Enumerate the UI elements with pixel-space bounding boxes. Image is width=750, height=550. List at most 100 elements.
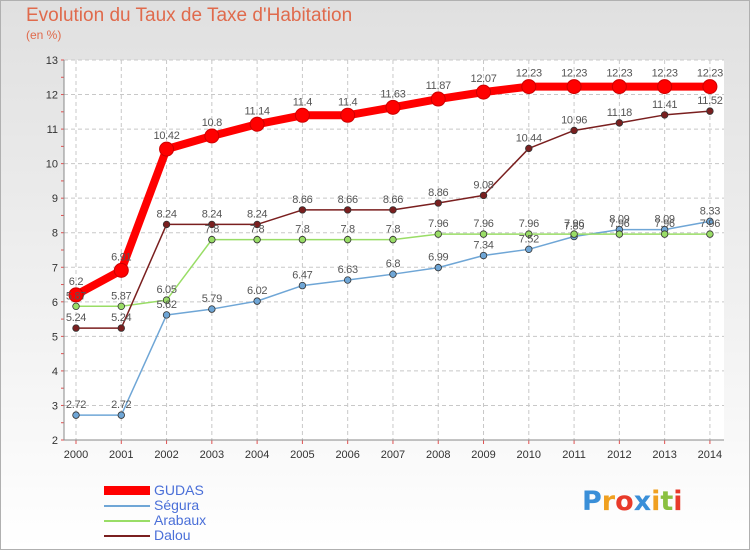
- data-point-dalou: [72, 324, 80, 332]
- data-label-arabaux: 7.96: [655, 218, 675, 230]
- legend-label-dalou: Dalou: [154, 527, 191, 543]
- legend-swatch-gudas: [104, 486, 150, 495]
- data-label-segura: 2.72: [66, 399, 86, 411]
- data-label-arabaux: 7.96: [700, 218, 720, 230]
- data-point-arabaux: [660, 230, 669, 238]
- data-label-segura: 6.8: [386, 258, 401, 270]
- data-label-segura: 7.89: [564, 221, 584, 233]
- data-point-dalou: [253, 220, 261, 229]
- data-label-dalou: 8.66: [383, 194, 403, 206]
- data-label-gudas: 12.23: [561, 68, 587, 80]
- data-point-segura: [479, 251, 488, 260]
- data-label-gudas: 6.2: [69, 276, 84, 288]
- legend-swatch-segura: [104, 505, 150, 507]
- data-point-dalou: [434, 199, 442, 207]
- data-label-arabaux: 6.05: [156, 284, 176, 296]
- data-point-arabaux: [298, 235, 307, 244]
- data-point-gudas: [702, 79, 718, 95]
- data-label-arabaux: 7.96: [473, 218, 493, 230]
- legend-item-dalou: Dalou: [104, 527, 304, 544]
- data-label-segura: 2.72: [111, 399, 131, 411]
- legend-swatch-arabaux: [104, 520, 150, 522]
- data-point-segura: [208, 305, 216, 313]
- data-label-dalou: 8.24: [202, 208, 222, 220]
- data-label-dalou: 5.24: [111, 312, 131, 324]
- x-tick-label: 2001: [109, 449, 133, 461]
- data-label-gudas: 11.63: [380, 88, 405, 100]
- data-point-arabaux: [706, 230, 714, 238]
- data-point-segura: [72, 411, 80, 419]
- x-tick-label: 2013: [652, 449, 676, 461]
- data-label-arabaux: 7.8: [340, 224, 355, 236]
- y-tick-label: 9: [52, 193, 58, 205]
- data-label-gudas: 11.14: [245, 105, 270, 117]
- data-point-gudas: [611, 79, 627, 95]
- data-point-arabaux: [615, 230, 624, 238]
- data-label-gudas: 12.23: [652, 68, 678, 80]
- data-label-dalou: 8.66: [292, 194, 312, 206]
- legend-label-segura: Ségura: [154, 497, 200, 513]
- legend-item-arabaux: Arabaux: [104, 512, 304, 529]
- data-point-gudas: [159, 141, 175, 157]
- data-point-gudas: [340, 107, 356, 123]
- legend-label-gudas: GUDAS: [154, 482, 204, 498]
- y-tick-label: 12: [46, 90, 58, 102]
- x-tick-label: 2008: [426, 449, 450, 461]
- x-tick-label: 2004: [245, 449, 269, 461]
- data-point-gudas: [68, 287, 84, 303]
- data-label-dalou: 10.44: [516, 132, 542, 144]
- data-point-dalou: [660, 111, 669, 119]
- data-label-arabaux: 7.96: [609, 218, 629, 230]
- data-label-dalou: 10.96: [561, 114, 587, 126]
- data-label-arabaux: 5.87: [111, 290, 131, 302]
- data-point-gudas: [249, 116, 265, 132]
- y-tick-label: 7: [52, 262, 58, 274]
- legend-item-gudas: GUDAS: [104, 482, 304, 499]
- data-label-gudas: 11.4: [338, 96, 358, 108]
- data-label-segura: 8.09: [609, 214, 629, 226]
- data-point-dalou: [525, 144, 533, 153]
- x-tick-label: 2009: [471, 449, 495, 461]
- x-tick-label: 2011: [562, 449, 586, 461]
- data-label-gudas: 11.87: [426, 80, 451, 92]
- data-point-segura: [117, 411, 125, 419]
- data-point-dalou: [389, 206, 397, 214]
- legend-swatch-dalou: [104, 535, 150, 537]
- data-point-gudas: [521, 79, 537, 95]
- data-label-segura: 6.99: [428, 252, 448, 264]
- data-point-segura: [343, 276, 352, 284]
- x-tick-label: 2012: [607, 449, 631, 461]
- data-point-segura: [389, 270, 397, 278]
- data-label-dalou: 11.18: [607, 107, 632, 119]
- data-point-arabaux: [479, 230, 488, 238]
- data-label-dalou: 11.52: [697, 95, 722, 107]
- x-tick-label: 2010: [517, 449, 541, 461]
- data-label-arabaux: 7.8: [250, 224, 265, 236]
- legend-label-arabaux: Arabaux: [154, 512, 207, 528]
- data-label-arabaux: 7.96: [519, 218, 539, 230]
- data-point-dalou: [615, 119, 624, 127]
- data-point-segura: [253, 297, 261, 305]
- data-point-arabaux: [570, 230, 578, 238]
- y-tick-label: 2: [52, 435, 58, 447]
- data-point-dalou: [479, 191, 488, 200]
- data-label-arabaux: 7.96: [564, 218, 584, 230]
- data-point-arabaux: [525, 230, 533, 238]
- data-label-arabaux: 7.96: [428, 218, 448, 230]
- x-tick-label: 2006: [335, 449, 359, 461]
- data-point-arabaux: [208, 235, 216, 244]
- data-point-dalou: [570, 126, 578, 135]
- data-label-arabaux: 7.8: [295, 224, 310, 236]
- data-label-gudas: 12.23: [697, 68, 723, 80]
- data-label-segura: 5.62: [156, 299, 176, 311]
- y-tick-label: 4: [52, 366, 58, 378]
- data-point-gudas: [113, 262, 129, 278]
- data-point-gudas: [204, 128, 220, 144]
- data-label-segura: 6.47: [292, 270, 312, 282]
- x-tick-label: 2000: [64, 449, 88, 461]
- data-point-segura: [298, 281, 307, 290]
- data-label-dalou: 9.08: [473, 179, 493, 191]
- data-label-dalou: 11.41: [652, 99, 677, 111]
- legend: GUDAS Ségura Arabaux Dalou: [104, 482, 304, 544]
